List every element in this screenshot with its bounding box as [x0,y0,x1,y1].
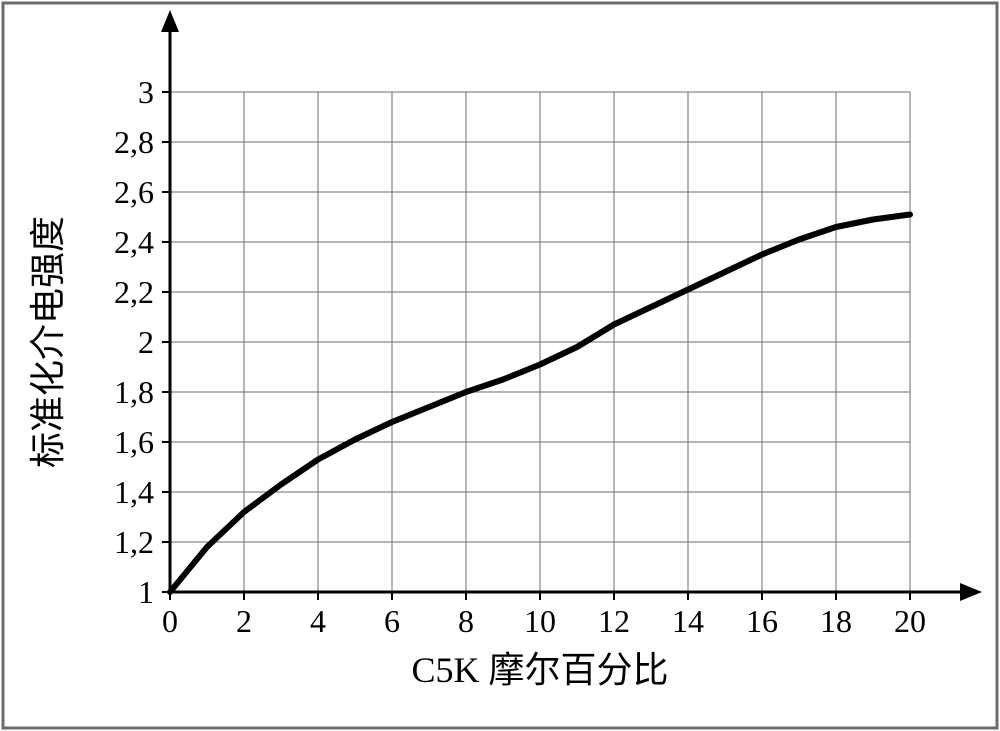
x-tick-label: 2 [236,603,252,639]
x-tick-label: 18 [820,603,852,639]
y-tick-label: 2,4 [114,224,154,260]
grid [170,92,910,592]
y-tick-label: 1,2 [114,524,154,560]
x-tick-label: 6 [384,603,400,639]
y-tick-label: 1,8 [114,374,154,410]
chart-container: 0 2 4 6 8 10 12 14 16 18 20 1 1,2 1,4 1,6 1,8 2 2,2 2,4 2,… [0,0,1000,731]
x-axis-arrow-icon [960,583,982,601]
y-axis-arrow-icon [161,10,179,32]
y-tick-label: 3 [138,74,154,110]
y-tick-labels: 1 1,2 1,4 1,6 1,8 2 2,2 2,4 2,6 2,8 3 [114,74,154,610]
y-tick-label: 1 [138,574,154,610]
axes [161,10,982,601]
y-tick-label: 2,2 [114,274,154,310]
y-tick-label: 2 [138,324,154,360]
y-axis-title: 标准化介电强度 [28,216,68,468]
y-tick-label: 2,8 [114,124,154,160]
x-tick-label: 0 [162,603,178,639]
x-tick-label: 12 [598,603,630,639]
y-tick-label: 1,4 [114,474,154,510]
x-tick-labels: 0 2 4 6 8 10 12 14 16 18 20 [162,603,926,639]
x-tick-label: 10 [524,603,556,639]
x-tick-label: 20 [894,603,926,639]
x-tick-label: 16 [746,603,778,639]
x-axis-title: C5K 摩尔百分比 [411,650,668,690]
x-tick-label: 4 [310,603,326,639]
y-tick-label: 2,6 [114,174,154,210]
x-tick-label: 8 [458,603,474,639]
y-tick-label: 1,6 [114,424,154,460]
line-chart: 0 2 4 6 8 10 12 14 16 18 20 1 1,2 1,4 1,6 1,8 2 2,2 2,4 2,… [0,0,1000,731]
x-tick-label: 14 [672,603,704,639]
